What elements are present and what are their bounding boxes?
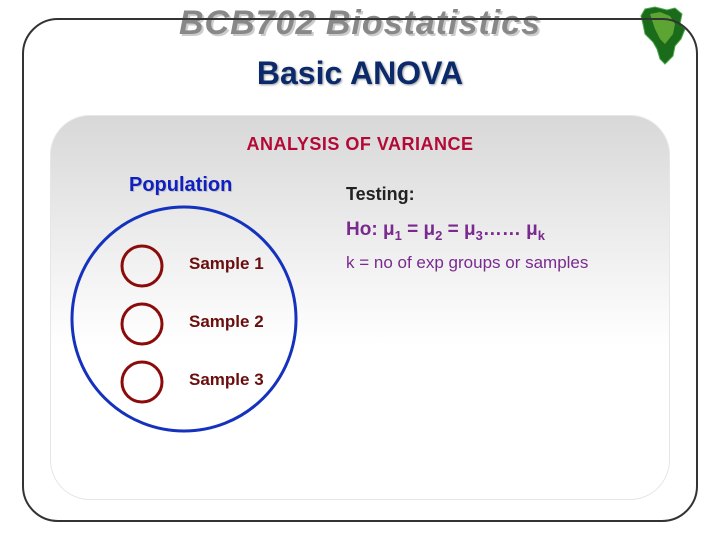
mu2: μ: [423, 219, 435, 240]
sub-k: k: [538, 228, 545, 243]
diagram-svg: [69, 174, 319, 434]
mu3: μ: [464, 219, 476, 240]
muk: μ: [526, 219, 538, 240]
content-panel: ANALYSIS OF VARIANCE Population Sample 1…: [50, 115, 670, 500]
testing-label: Testing:: [346, 184, 649, 205]
sample-1-label: Sample 1: [189, 254, 264, 274]
k-explanation: k = no of exp groups or samples: [346, 253, 649, 273]
sample-2-label: Sample 2: [189, 312, 264, 332]
mu1: μ: [383, 219, 395, 240]
ho-prefix: Ho:: [346, 219, 383, 240]
null-hypothesis: Ho: μ1 = μ2 = μ3…… μk: [346, 219, 649, 243]
population-diagram: Population: [69, 174, 319, 434]
sample-circle-3: [122, 362, 162, 402]
text-block: Testing: Ho: μ1 = μ2 = μ3…… μk k = no of…: [346, 184, 649, 273]
sample-3-label: Sample 3: [189, 370, 264, 390]
sample-circle-1: [122, 246, 162, 286]
slide-title: Basic ANOVA: [0, 55, 720, 92]
eq1: =: [402, 219, 424, 240]
eq2: =: [442, 219, 464, 240]
sample-circle-2: [122, 304, 162, 344]
dots: ……: [483, 219, 526, 240]
section-title: ANALYSIS OF VARIANCE: [51, 134, 669, 155]
population-label: Population: [129, 174, 232, 197]
